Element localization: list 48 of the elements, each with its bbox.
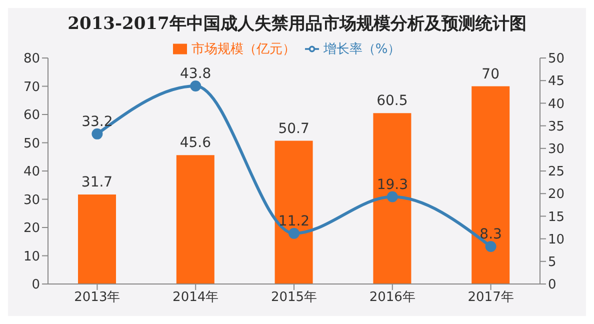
x-tick-label: 2013年 <box>74 290 120 306</box>
bar <box>373 113 412 284</box>
point <box>386 191 398 202</box>
data-label: 19.3 <box>376 176 408 193</box>
y2-tick-label: 10 <box>548 232 565 248</box>
chart-title: 2013-2017年中国成人失禁用品市场规模分析及预测统计图 <box>66 13 528 36</box>
y2-tick-label: 15 <box>548 210 565 225</box>
y2-tick-label: 20 <box>548 187 565 202</box>
data-label: 70 <box>482 66 500 82</box>
y-tick-label: 20 <box>23 221 40 236</box>
data-label: 31.7 <box>81 174 113 190</box>
point <box>92 128 103 140</box>
y2-tick-label: 30 <box>548 142 565 158</box>
point <box>190 80 202 92</box>
legend-label: 市场规模（亿元） <box>191 42 296 57</box>
y2-tick-label: 35 <box>548 119 565 134</box>
x-tick-label: 2014年 <box>172 290 219 306</box>
y2-tick-label: 45 <box>548 74 565 90</box>
x-tick-label: 2015年 <box>270 290 318 306</box>
data-label: 8.3 <box>480 226 502 242</box>
bar <box>274 140 313 284</box>
y-tick-label: 0 <box>32 278 40 293</box>
y-tick-label: 30 <box>23 192 40 208</box>
legend-label: 增长率（%） <box>323 42 401 57</box>
data-label: 33.2 <box>82 114 113 130</box>
y-tick-label: 10 <box>23 249 40 264</box>
data-label: 50.7 <box>278 120 310 137</box>
y2-tick-label: 5 <box>548 255 556 270</box>
x-tick-label: 2016年 <box>369 290 416 306</box>
y2-tick-label: 25 <box>548 164 565 180</box>
y-tick-label: 70 <box>23 80 40 95</box>
bar <box>176 155 214 284</box>
bar <box>472 86 510 284</box>
y-tick-label: 50 <box>23 136 40 152</box>
point <box>288 228 300 239</box>
bar <box>78 194 116 284</box>
y-tick-label: 80 <box>23 52 40 67</box>
y2-tick-label: 40 <box>548 96 565 112</box>
data-label: 43.8 <box>180 66 212 82</box>
x-tick-label: 2017年 <box>468 290 514 306</box>
data-label: 45.6 <box>180 135 212 152</box>
y-tick-label: 60 <box>23 108 40 124</box>
point <box>485 240 496 252</box>
data-label: 11.2 <box>278 213 310 230</box>
y2-tick-label: 0 <box>548 278 556 293</box>
data-label: 60.5 <box>376 93 408 110</box>
y-tick-label: 40 <box>23 164 40 180</box>
y2-tick-label: 50 <box>548 52 565 67</box>
